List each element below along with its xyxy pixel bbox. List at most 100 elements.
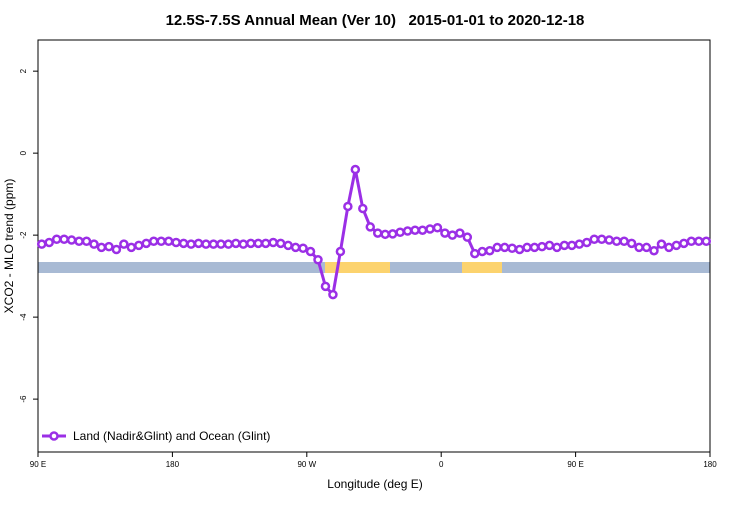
data-point [417, 225, 428, 235]
data-point [275, 238, 286, 249]
data-point [201, 239, 211, 249]
data-point [455, 228, 465, 238]
data-point [66, 235, 77, 245]
y-axis-label: XCO2 - MLO trend (ppm) [2, 179, 16, 314]
data-point [313, 254, 323, 265]
data-point [664, 242, 674, 253]
data-point [104, 241, 114, 252]
data-point [611, 236, 622, 247]
data-point [507, 243, 517, 254]
data-point [380, 229, 390, 240]
data-point [178, 238, 189, 249]
data-point [350, 164, 361, 175]
data-point [402, 226, 413, 236]
x-tick-label: 180 [703, 460, 717, 469]
data-point [238, 239, 249, 249]
data-point [567, 240, 577, 251]
x-tick-label: 90 W [297, 460, 316, 469]
chart-title: 12.5S-7.5S Annual Mean (Ver 10) 2015-01-… [166, 12, 585, 29]
data-point [320, 281, 331, 292]
data-point [141, 238, 152, 249]
data-point [522, 242, 532, 253]
data-point [582, 237, 592, 248]
data-point [589, 234, 600, 244]
x-tick-label: 0 [439, 460, 444, 469]
data-point [529, 242, 540, 253]
data-point [634, 242, 644, 253]
data-point [171, 237, 181, 248]
land-band [462, 262, 502, 273]
data-point [410, 225, 420, 235]
data-point [74, 236, 84, 247]
data-point [499, 242, 510, 253]
data-point [186, 239, 196, 249]
data-point [96, 242, 107, 253]
data-point [163, 236, 174, 247]
data-point [694, 236, 704, 247]
data-point [574, 239, 585, 249]
data-point [514, 244, 525, 255]
data-point [111, 244, 122, 255]
data-point [290, 242, 301, 253]
data-point [223, 239, 234, 249]
data-point [440, 228, 450, 238]
data-point [470, 248, 480, 259]
y-tick-label: 2 [19, 68, 28, 73]
data-point [492, 242, 502, 253]
data-point [260, 238, 271, 249]
y-tick-label: -4 [19, 313, 28, 321]
data-point [156, 236, 166, 247]
data-point [432, 223, 443, 233]
data-point [596, 234, 607, 244]
data-point [343, 201, 353, 212]
data-point [216, 239, 226, 249]
data-point [51, 234, 62, 244]
data-point [134, 240, 144, 251]
data-point [619, 236, 629, 247]
data-point [36, 239, 47, 249]
data-point [447, 230, 458, 240]
legend-label: Land (Nadir&Glint) and Ocean (Glint) [73, 429, 270, 443]
data-point [462, 232, 473, 242]
data-point [59, 234, 69, 244]
land-band [325, 262, 390, 273]
y-tick-label: -2 [19, 231, 28, 239]
data-point [671, 240, 682, 251]
data-point [641, 242, 652, 253]
data-point [246, 238, 256, 249]
data-point [148, 236, 159, 247]
data-point [335, 246, 346, 257]
data-point [701, 236, 712, 247]
data-point [484, 245, 495, 256]
data-point [305, 246, 316, 257]
data-point [358, 203, 368, 214]
y-tick-label: -6 [19, 395, 28, 403]
data-point [193, 238, 204, 249]
legend-marker [49, 431, 59, 441]
data-point [604, 235, 614, 245]
data-point [44, 237, 54, 248]
x-tick-label: 90 E [30, 460, 46, 469]
data-point [372, 228, 383, 238]
data-point [537, 241, 547, 252]
y-tick-label: 0 [19, 150, 28, 155]
x-tick-label: 180 [166, 460, 180, 469]
data-point [656, 239, 667, 249]
data-point [686, 236, 697, 247]
data-point [552, 242, 562, 253]
data-point [208, 239, 219, 249]
data-point [477, 246, 488, 257]
data-point [679, 238, 689, 249]
data-point [89, 239, 99, 249]
data-point [425, 224, 435, 234]
surface-mask [38, 262, 710, 273]
data-point [298, 243, 308, 254]
data-point [81, 236, 92, 247]
data-point [231, 238, 241, 249]
legend: Land (Nadir&Glint) and Ocean (Glint) [42, 429, 270, 443]
data-point [283, 240, 293, 251]
x-axis-label: Longitude (deg E) [327, 477, 422, 491]
data-point [649, 245, 659, 256]
data-point [395, 227, 405, 238]
